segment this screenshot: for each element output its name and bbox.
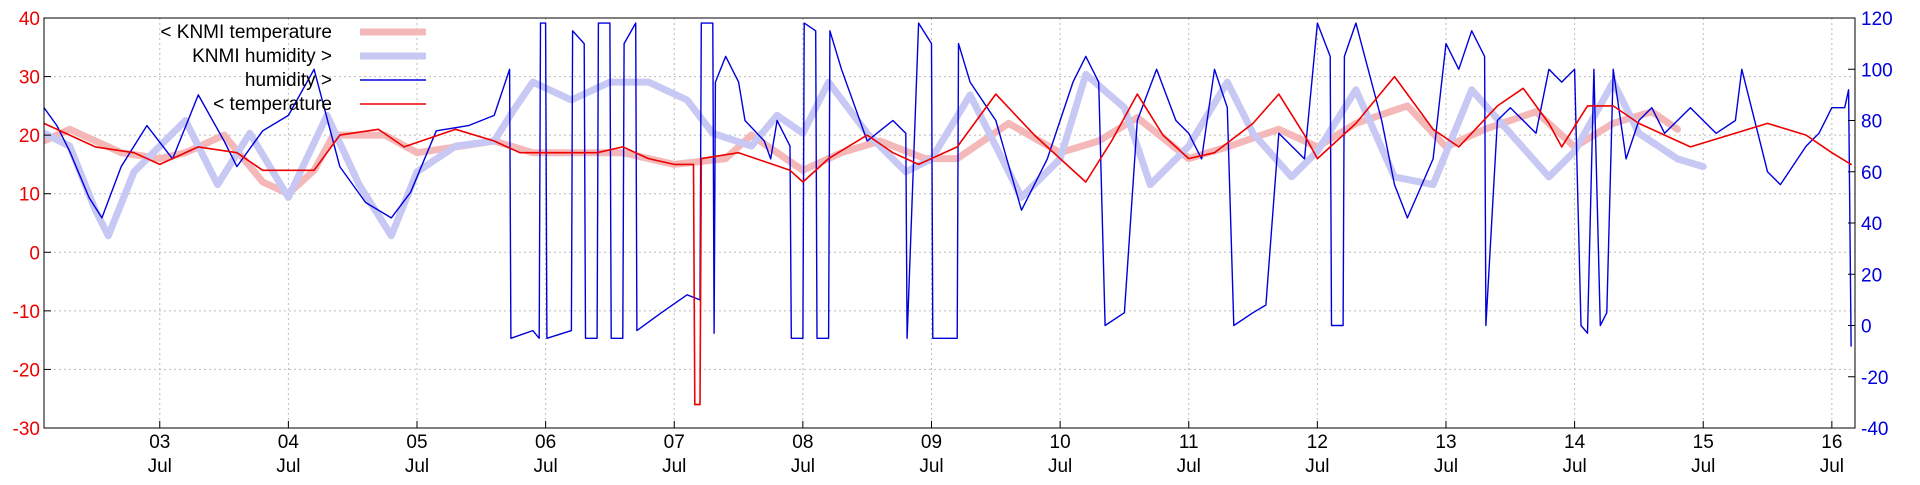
x-tick-label-month: Jul xyxy=(405,456,429,477)
x-tick-label-month: Jul xyxy=(1177,456,1201,477)
right-tick-label: -40 xyxy=(1861,419,1888,440)
right-tick-label: 20 xyxy=(1861,265,1882,286)
x-tick-label-month: Jul xyxy=(1048,456,1072,477)
right-tick-label: 100 xyxy=(1861,60,1893,81)
left-tick-label: -20 xyxy=(13,360,40,381)
x-tick-label-day: 09 xyxy=(921,432,942,453)
left-tick-label: 10 xyxy=(19,185,40,206)
x-tick-label-day: 11 xyxy=(1179,432,1199,453)
legend-label-3: < temperature xyxy=(213,94,332,115)
legend-label-0: < KNMI temperature xyxy=(160,22,332,43)
right-tick-label: 0 xyxy=(1861,317,1872,338)
x-tick-label-day: 05 xyxy=(406,432,427,453)
tick-layer: 403020100-10-20-30120100806040200-20-400… xyxy=(13,9,1893,477)
x-tick-label-month: Jul xyxy=(1820,456,1844,477)
series-line-3 xyxy=(44,75,1852,406)
series-layer xyxy=(44,22,1852,406)
x-tick-label-month: Jul xyxy=(1562,456,1586,477)
x-tick-label-day: 12 xyxy=(1307,432,1328,453)
x-tick-label-month: Jul xyxy=(533,456,557,477)
x-tick-label-day: 03 xyxy=(149,432,170,453)
left-tick-label: 30 xyxy=(19,68,40,89)
legend: < KNMI temperature KNMI humidity > humidit… xyxy=(160,22,426,115)
x-tick-label-month: Jul xyxy=(1305,456,1329,477)
x-tick-label-day: 15 xyxy=(1693,432,1714,453)
x-tick-label-month: Jul xyxy=(662,456,686,477)
legend-label-2: humidity > xyxy=(245,70,332,91)
x-tick-label-day: 13 xyxy=(1435,432,1456,453)
x-tick-label-day: 08 xyxy=(792,432,813,453)
series-line-2 xyxy=(44,22,1852,347)
x-tick-label-day: 16 xyxy=(1821,432,1842,453)
right-tick-label: 120 xyxy=(1861,9,1893,30)
x-tick-label-month: Jul xyxy=(1434,456,1458,477)
x-tick-label-month: Jul xyxy=(148,456,172,477)
x-tick-label-day: 14 xyxy=(1564,432,1586,453)
x-tick-label-day: 04 xyxy=(278,432,300,453)
x-tick-label-day: 07 xyxy=(664,432,685,453)
x-tick-label-day: 06 xyxy=(535,432,556,453)
right-tick-label: 60 xyxy=(1861,163,1882,184)
right-tick-label: -20 xyxy=(1861,368,1888,389)
x-tick-label-month: Jul xyxy=(1691,456,1715,477)
left-tick-label: 40 xyxy=(19,9,40,30)
series-line-1 xyxy=(44,70,1707,240)
x-tick-label-day: 10 xyxy=(1050,432,1071,453)
left-tick-label: -10 xyxy=(13,302,40,323)
right-tick-label: 40 xyxy=(1861,214,1882,235)
left-tick-label: -30 xyxy=(13,419,40,440)
left-tick-label: 20 xyxy=(19,126,40,147)
left-tick-label: 0 xyxy=(29,243,40,264)
x-tick-label-month: Jul xyxy=(919,456,943,477)
right-tick-label: 80 xyxy=(1861,112,1882,133)
legend-label-1: KNMI humidity > xyxy=(192,46,332,67)
x-tick-label-month: Jul xyxy=(276,456,300,477)
x-tick-label-month: Jul xyxy=(791,456,815,477)
